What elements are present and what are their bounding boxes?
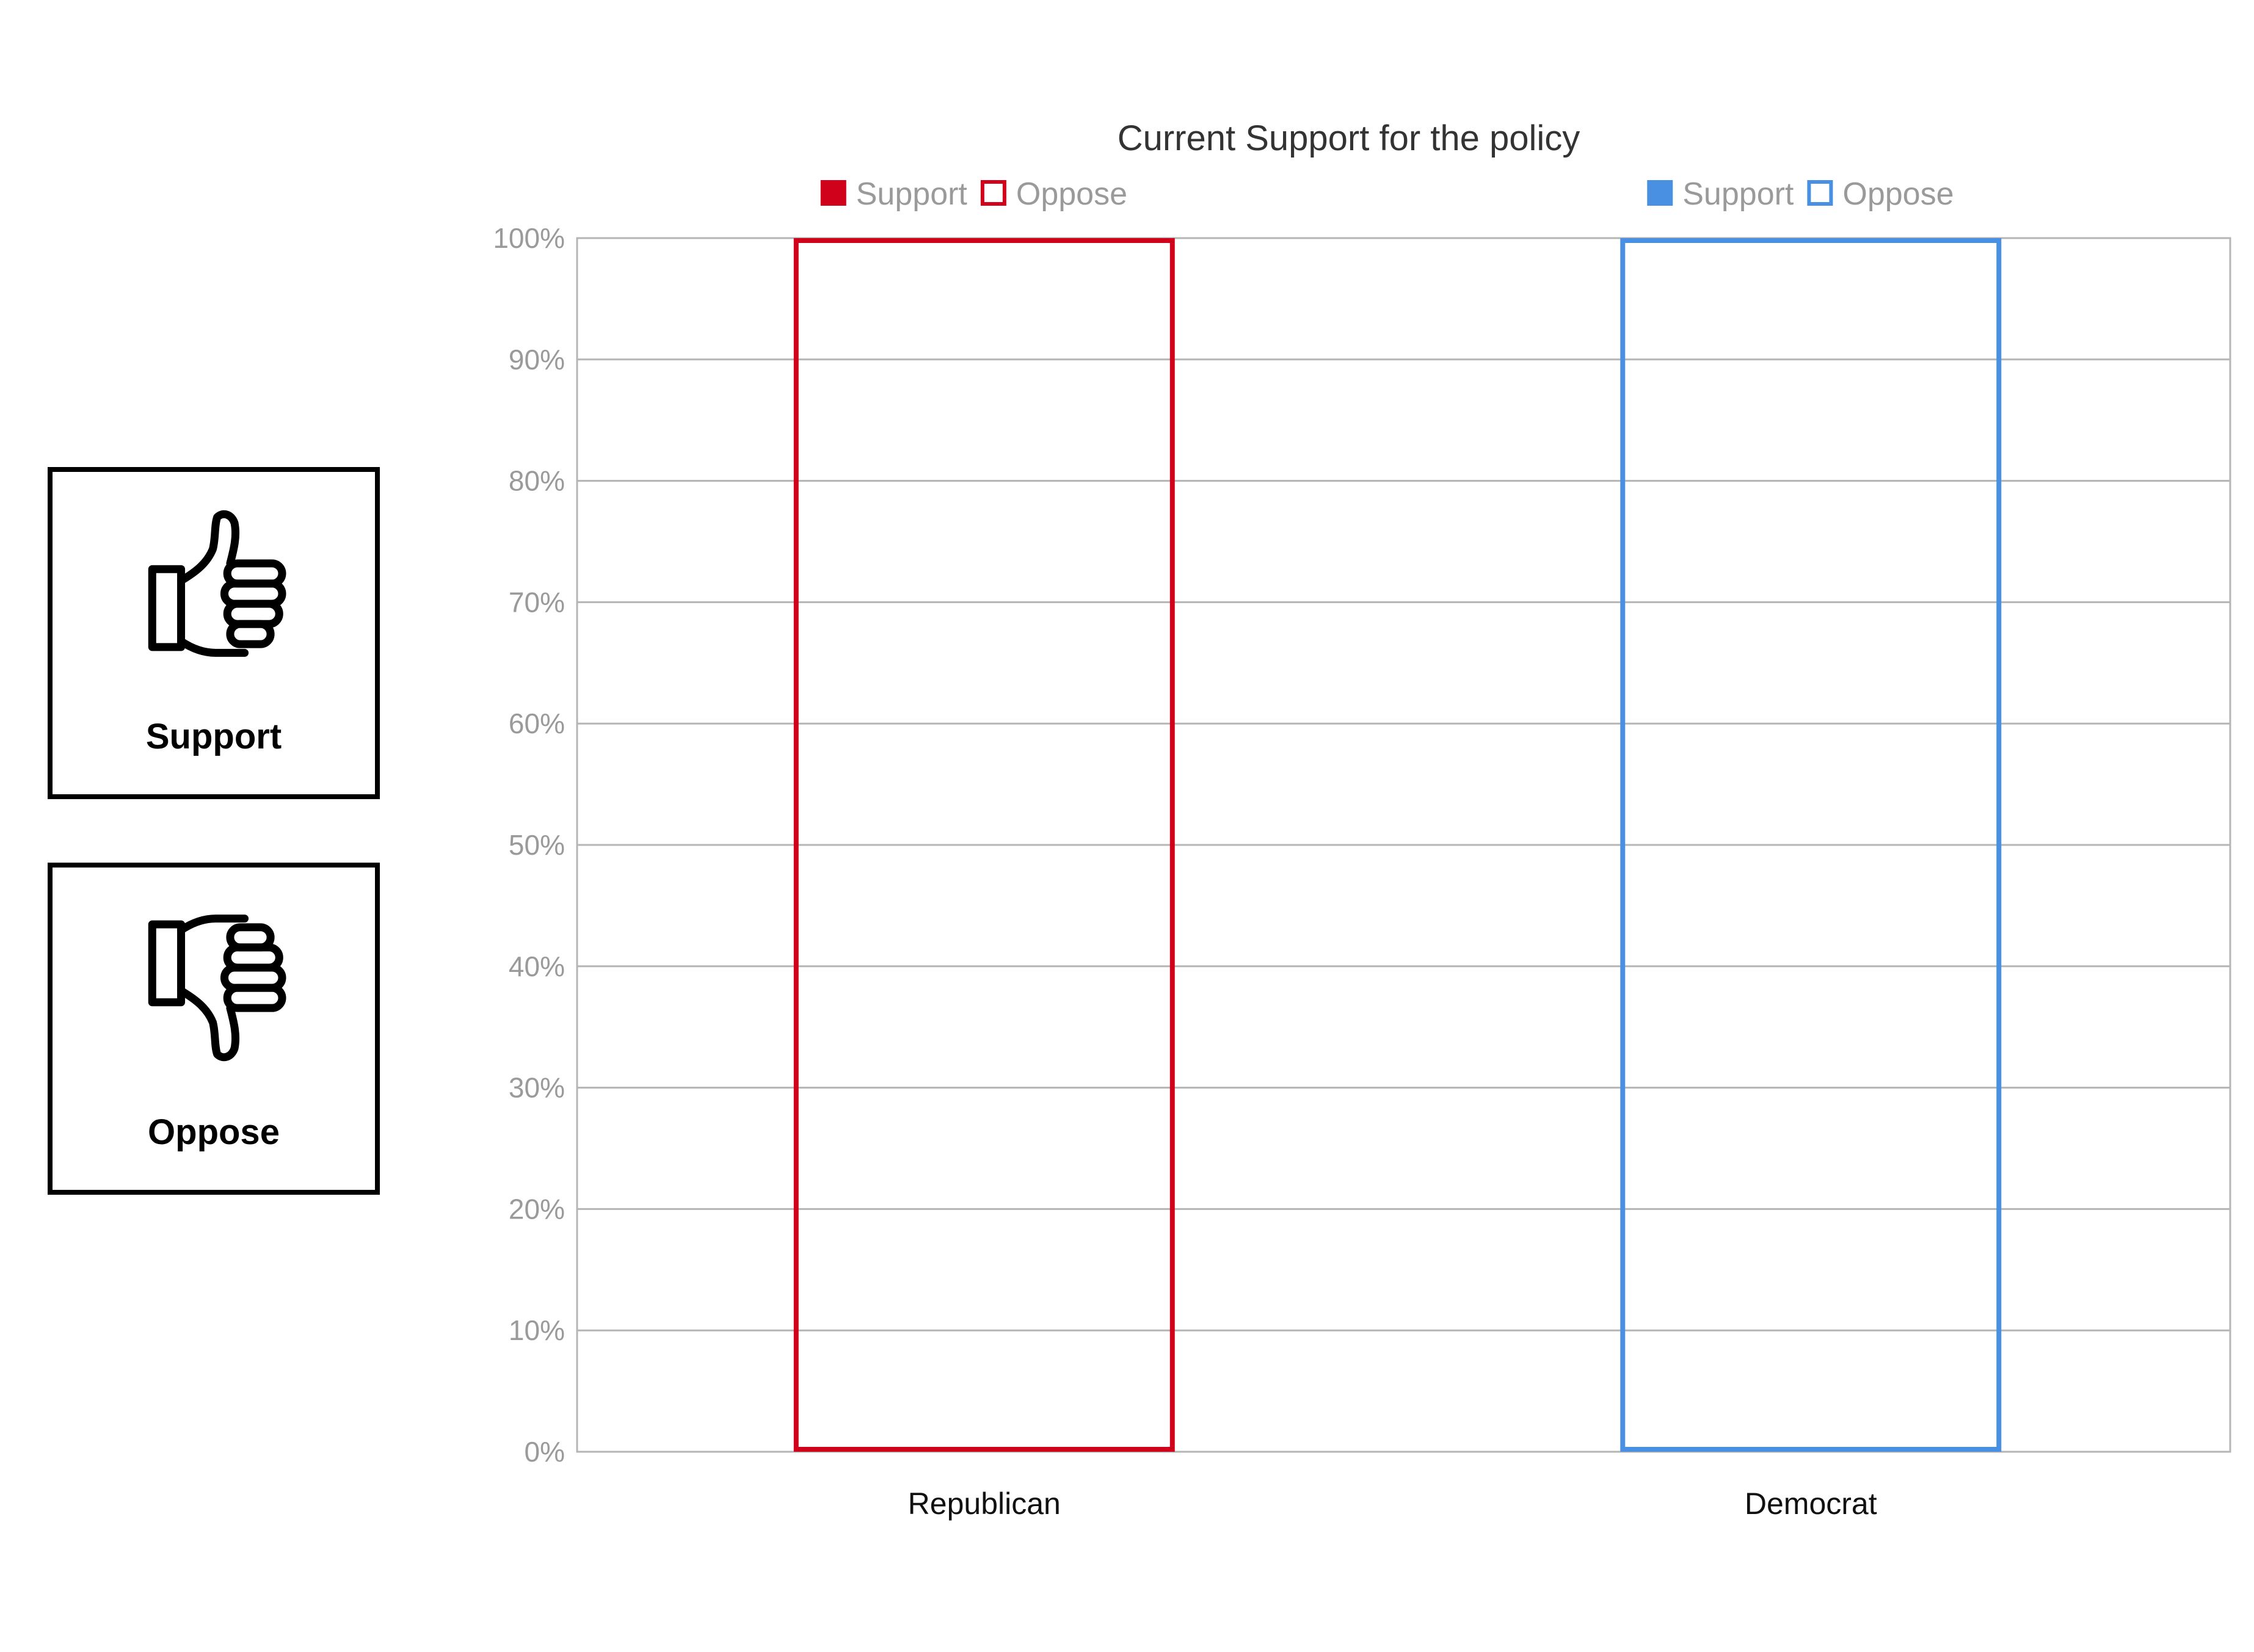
thumbs-down-icon xyxy=(144,904,293,1063)
legend-swatch-oppose[interactable] xyxy=(980,180,1006,206)
bar-republican-oppose xyxy=(793,238,1175,1452)
x-tick-label: Republican xyxy=(908,1487,1061,1521)
y-tick-label: 80% xyxy=(509,465,565,497)
legend-label-oppose[interactable]: Oppose xyxy=(1016,176,1127,212)
x-tick-label: Democrat xyxy=(1745,1487,1877,1521)
legend-swatch-support[interactable] xyxy=(1647,180,1673,206)
legend-swatch-oppose[interactable] xyxy=(1807,180,1833,206)
oppose-card[interactable]: Oppose xyxy=(48,863,380,1195)
y-tick-label: 60% xyxy=(509,708,565,739)
legend-label-oppose[interactable]: Oppose xyxy=(1842,176,1954,212)
oppose-card-label: Oppose xyxy=(148,1112,280,1152)
y-tick-label: 70% xyxy=(509,586,565,618)
y-tick-label: 50% xyxy=(509,829,565,861)
y-tick-label: 10% xyxy=(509,1314,565,1346)
y-tick-label: 20% xyxy=(509,1193,565,1225)
legend-label-support[interactable]: Support xyxy=(1682,176,1794,212)
legend-swatch-support[interactable] xyxy=(820,180,846,206)
bar-democrat-oppose xyxy=(1620,238,2002,1452)
y-tick-label: 100% xyxy=(493,222,565,254)
support-card-label: Support xyxy=(145,717,282,756)
y-tick-label: 40% xyxy=(509,951,565,982)
legend-label-support[interactable]: Support xyxy=(856,176,968,212)
y-tick-label: 30% xyxy=(509,1072,565,1104)
chart-title: Current Support for the policy xyxy=(1118,118,1580,158)
y-tick-label: 0% xyxy=(525,1436,565,1468)
support-card[interactable]: Support xyxy=(48,467,380,799)
thumbs-up-icon xyxy=(144,509,293,667)
y-tick-label: 90% xyxy=(509,344,565,375)
